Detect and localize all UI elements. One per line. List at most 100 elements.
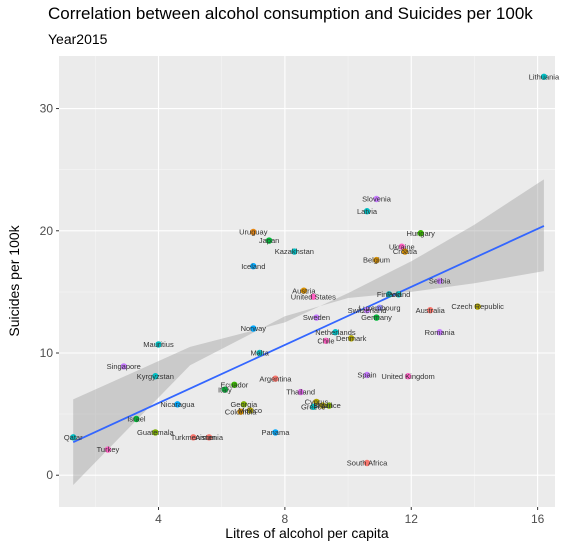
- x-tick-label: 8: [282, 512, 289, 526]
- point-label-colombia: Colombia: [225, 407, 258, 416]
- point-argentina: [272, 375, 279, 382]
- point-label-brazil: Brazil: [313, 401, 332, 410]
- minor-gridlines: [59, 56, 555, 507]
- point-turkmenistan: [190, 434, 197, 441]
- point-label-germany: Germany: [361, 313, 392, 322]
- point-label-italy: Italy: [218, 385, 232, 394]
- x-axis-ticks: 4 8 12 16: [155, 507, 545, 526]
- point-label-spain: Spain: [357, 371, 376, 380]
- point-germany: [373, 314, 380, 321]
- point-australia: [427, 307, 434, 314]
- point-mauritius: [155, 341, 162, 348]
- point-label-sweden: Sweden: [303, 313, 330, 322]
- point-label-south-africa: South Africa: [347, 459, 388, 468]
- point-latvia: [363, 208, 371, 215]
- point-netherlands: [332, 329, 339, 336]
- point-sweden: [313, 314, 320, 321]
- y-tick-label: 20: [40, 224, 54, 238]
- point-label-malta: Malta: [250, 349, 269, 358]
- point-label-singapore: Singapore: [107, 362, 141, 371]
- trend-line-layer: [72, 225, 545, 444]
- y-axis-title: Suicides per 100k: [6, 224, 22, 336]
- point-label-france: France: [317, 401, 340, 410]
- point-label-ecuador: Ecuador: [220, 380, 248, 389]
- point-kazakhstan: [291, 248, 298, 255]
- point-label-mexico: Mexico: [238, 406, 262, 415]
- point-label-panama: Panama: [261, 428, 290, 437]
- point-label-belgium: Belgium: [363, 256, 390, 265]
- point-uruguay: [250, 228, 257, 236]
- point-croatia: [401, 248, 409, 255]
- point-kyrgyzstan: [152, 373, 159, 380]
- point-label-austria: Austria: [292, 286, 316, 295]
- x-tick-label: 4: [155, 512, 162, 526]
- point-label-armenia: Armenia: [195, 433, 224, 442]
- point-label-denmark: Denmark: [336, 334, 367, 343]
- x-tick-label: 12: [405, 512, 419, 526]
- point-guatemala: [152, 429, 159, 436]
- point-label-nicaragua: Nicaragua: [160, 400, 195, 409]
- point-hungary: [417, 230, 424, 237]
- point-label-romania: Romania: [425, 328, 456, 337]
- y-tick-label: 10: [40, 346, 54, 360]
- point-japan: [265, 237, 273, 244]
- chart-subtitle: Year2015: [48, 31, 108, 47]
- point-serbia: [436, 277, 443, 285]
- point-label-chile: Chile: [317, 336, 334, 345]
- point-label-turkey: Turkey: [97, 445, 120, 454]
- point-label-luxembourg: Luxembourg: [359, 303, 401, 312]
- point-label-hungary: Hungary: [407, 229, 436, 238]
- point-finland: [385, 291, 393, 298]
- point-cyprus: [313, 398, 320, 406]
- point-label-finland: Finland: [377, 290, 402, 299]
- point-label-switzerland: Switzerland: [348, 306, 387, 315]
- plot-panel: [59, 56, 555, 507]
- point-qatar: [70, 434, 77, 441]
- point-nicaragua: [174, 401, 181, 408]
- point-malta: [256, 349, 263, 357]
- point-spain: [363, 371, 371, 379]
- point-norway: [250, 325, 257, 332]
- point-label-netherlands: Netherlands: [315, 328, 356, 337]
- point-label-georgia: Georgia: [230, 400, 258, 409]
- point-panama: [272, 429, 279, 436]
- point-label-united-kingdom: United Kingdom: [381, 372, 434, 381]
- point-label-thailand: Thailand: [286, 388, 315, 397]
- confidence-band-layer: [73, 179, 544, 485]
- point-label-kazakhstan: Kazakhstan: [275, 247, 314, 256]
- point-label-cyprus: Cyprus: [305, 397, 329, 406]
- x-tick-label: 16: [531, 512, 545, 526]
- point-luxembourg: [376, 304, 383, 311]
- point-label-latvia: Latvia: [357, 207, 378, 216]
- point-romania: [436, 329, 443, 336]
- point-denmark: [348, 335, 355, 342]
- point-greece: [310, 403, 317, 410]
- point-thailand: [297, 388, 304, 396]
- point-italy: [221, 386, 229, 393]
- point-austria: [300, 287, 308, 294]
- point-label-lithuania: Lithuania: [529, 72, 560, 81]
- trend-line: [72, 225, 545, 444]
- confidence-band: [73, 179, 544, 485]
- point-label-croatia: Croatia: [393, 247, 418, 256]
- major-gridlines: [59, 56, 555, 507]
- point-label-iceland: Iceland: [241, 262, 265, 271]
- point-labels-layer: Lithuania Slovenia Latvia Hungary UruguayJap…: [64, 72, 560, 467]
- x-axis-title: Litres of alcohol per capita: [225, 525, 389, 541]
- point-label-guatemala: Guatemala: [137, 428, 175, 437]
- point-label-argentina: Argentina: [259, 374, 292, 383]
- point-label-mauritius: Mauritius: [143, 340, 174, 349]
- point-label-japan: Japan: [259, 236, 279, 245]
- point-lithuania: [540, 73, 548, 80]
- y-tick-label: 30: [40, 102, 54, 116]
- chart-title: Correlation between alcohol consumption …: [48, 4, 533, 23]
- point-switzerland: [363, 307, 371, 314]
- point-iceland: [250, 263, 257, 270]
- point-chile: [322, 337, 330, 344]
- point-label-ukraine: Ukraine: [389, 242, 415, 251]
- point-poland: [395, 291, 402, 298]
- point-ecuador: [231, 381, 238, 388]
- point-belgium: [373, 256, 380, 264]
- point-colombia: [237, 408, 244, 415]
